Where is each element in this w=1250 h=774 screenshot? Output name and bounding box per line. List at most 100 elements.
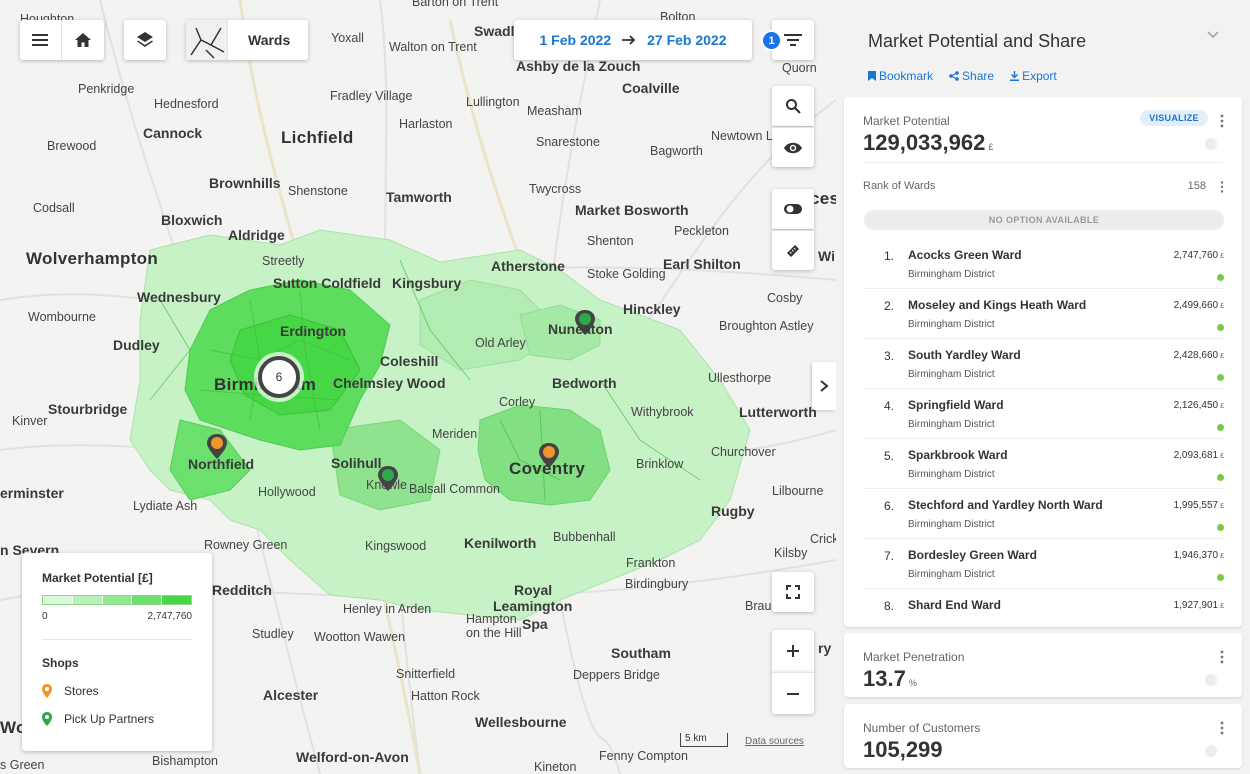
search-button[interactable] bbox=[772, 86, 814, 126]
place-label: Kineton bbox=[534, 760, 577, 774]
place-label: Sutton Coldfield bbox=[273, 275, 382, 291]
ward-district: Birmingham District bbox=[908, 519, 995, 530]
export-button[interactable]: Export bbox=[1010, 69, 1057, 83]
ward-value: 1,946,370 £ bbox=[1173, 550, 1224, 561]
zoom-out-button[interactable] bbox=[772, 672, 814, 714]
place-label: Brownhills bbox=[209, 175, 281, 191]
rank-row[interactable]: 5. Sparkbrook Ward Birmingham District 2,09… bbox=[864, 439, 1224, 489]
store-pin-icon bbox=[42, 684, 52, 698]
shops-title: Shops bbox=[42, 656, 79, 670]
place-label: Quorn bbox=[782, 61, 817, 75]
status-dot bbox=[1217, 274, 1224, 281]
penetration-more-icon[interactable] bbox=[1220, 650, 1224, 664]
place-label: Withybrook bbox=[631, 405, 694, 419]
place-label: Shenton bbox=[587, 234, 634, 248]
cluster-count: 6 bbox=[275, 370, 283, 384]
rank-number: 6. bbox=[883, 499, 894, 513]
bookmark-button[interactable]: Bookmark bbox=[868, 69, 933, 83]
boundary-layer-selector[interactable]: Wards bbox=[186, 20, 308, 60]
place-label: Dudley bbox=[113, 337, 160, 353]
rank-row[interactable]: 6. Stechford and Yardley North Ward Birmin… bbox=[864, 489, 1224, 539]
rank-row[interactable]: 8. Shard End Ward 1,927,901 £ bbox=[864, 589, 1224, 639]
place-label: Old Arley bbox=[475, 336, 526, 350]
legend-swatch bbox=[162, 596, 191, 604]
rank-row[interactable]: 7. Bordesley Green Ward Birmingham Distric… bbox=[864, 539, 1224, 589]
place-label: Hinckley bbox=[623, 301, 681, 317]
customers-value-row: 105,299 bbox=[863, 737, 943, 763]
place-label: Henley in Arden bbox=[343, 602, 432, 616]
home-button[interactable] bbox=[62, 20, 104, 60]
rank-row[interactable]: 4. Springfield Ward Birmingham District 2,1… bbox=[864, 389, 1224, 439]
ward-name: Acocks Green Ward bbox=[908, 248, 1022, 262]
date-to: 27 Feb 2022 bbox=[647, 32, 727, 48]
penetration-value: 13.7 bbox=[863, 666, 906, 691]
place-label: Nuneaton bbox=[548, 321, 613, 337]
more-options-icon[interactable] bbox=[1220, 114, 1224, 128]
map-view[interactable]: Penkridge Hednesford Yoxall Walton on Trent… bbox=[0, 0, 836, 774]
legend-max: 2,747,760 bbox=[147, 611, 193, 622]
rank-row[interactable]: 2. Moseley and Kings Heath Ward Birmingham… bbox=[864, 289, 1224, 339]
arrow-right-icon bbox=[622, 35, 636, 45]
visibility-button[interactable] bbox=[772, 127, 814, 167]
status-dot bbox=[1217, 524, 1224, 531]
place-label: Atherstone bbox=[491, 258, 565, 274]
date-range-picker[interactable]: 1 Feb 2022 27 Feb 2022 bbox=[514, 20, 752, 60]
side-panel: Market Potential and Share Bookmark Shar… bbox=[836, 0, 1250, 774]
divider bbox=[863, 162, 1223, 163]
shop-cluster-marker[interactable]: 6 bbox=[258, 356, 300, 398]
rank-row[interactable]: 3. South Yardley Ward Birmingham District 2… bbox=[864, 339, 1224, 389]
place-label: Earl Shilton bbox=[663, 256, 741, 272]
menu-button[interactable] bbox=[20, 20, 62, 60]
place-label: ces bbox=[810, 189, 836, 208]
minus-icon bbox=[787, 692, 799, 695]
customers-card: Number of Customers 105,299 bbox=[844, 704, 1242, 768]
place-label: Wombourne bbox=[28, 310, 96, 324]
rank-more-icon[interactable] bbox=[1220, 181, 1224, 193]
home-icon bbox=[75, 33, 91, 47]
place-label: Chelmsley Wood bbox=[333, 375, 446, 391]
status-dot bbox=[1217, 574, 1224, 581]
ward-name: Moseley and Kings Heath Ward bbox=[908, 298, 1087, 312]
place-label: Lullington bbox=[466, 95, 520, 109]
fullscreen-button[interactable] bbox=[772, 572, 814, 612]
wards-thumbnail bbox=[186, 20, 228, 60]
rank-row[interactable]: 1. Acocks Green Ward Birmingham District 2,… bbox=[864, 239, 1224, 289]
compare-toggle-button[interactable] bbox=[772, 189, 814, 229]
place-label: Welford-on-Avon bbox=[296, 749, 409, 765]
status-dot bbox=[1217, 374, 1224, 381]
place-label: Kingswood bbox=[365, 539, 427, 553]
layers-button[interactable] bbox=[124, 20, 166, 60]
penetration-info-dot bbox=[1205, 674, 1217, 686]
place-label: Northfield bbox=[188, 456, 255, 472]
ward-name: Stechford and Yardley North Ward bbox=[908, 498, 1103, 512]
place-label: Studley bbox=[252, 627, 294, 641]
place-label: Bagworth bbox=[650, 144, 703, 158]
ward-name: South Yardley Ward bbox=[908, 348, 1021, 362]
data-sources-link[interactable]: Data sources bbox=[745, 736, 804, 747]
visualize-button[interactable]: VISUALIZE bbox=[1140, 110, 1208, 126]
chevron-down-icon[interactable] bbox=[1206, 30, 1220, 40]
place-label: Aldridge bbox=[228, 227, 285, 243]
share-button[interactable]: Share bbox=[949, 69, 994, 83]
eye-icon bbox=[784, 142, 802, 153]
fullscreen-icon bbox=[786, 585, 800, 599]
place-label: Brewood bbox=[47, 139, 97, 153]
main-toolbar bbox=[20, 20, 104, 60]
customers-more-icon[interactable] bbox=[1220, 721, 1224, 735]
place-label: Braun bbox=[745, 599, 779, 613]
scale-bar: 5 km bbox=[680, 733, 728, 747]
customers-label: Number of Customers bbox=[863, 721, 981, 735]
measure-button[interactable] bbox=[772, 230, 814, 270]
place-label: Frankton bbox=[626, 556, 676, 570]
rank-number: 5. bbox=[883, 449, 894, 463]
customers-info-dot bbox=[1205, 745, 1217, 757]
legend-color-scale bbox=[42, 595, 192, 605]
place-label: Lichfield bbox=[281, 128, 354, 147]
zoom-in-button[interactable] bbox=[772, 630, 814, 672]
status-dot bbox=[1217, 324, 1224, 331]
place-label: Ullesthorpe bbox=[708, 371, 772, 385]
place-label: Cosby bbox=[767, 291, 803, 305]
panel-toggle-tab[interactable] bbox=[812, 362, 836, 410]
ward-value: 2,093,681 £ bbox=[1173, 450, 1224, 461]
legend-pickup-label: Pick Up Partners bbox=[64, 712, 155, 726]
